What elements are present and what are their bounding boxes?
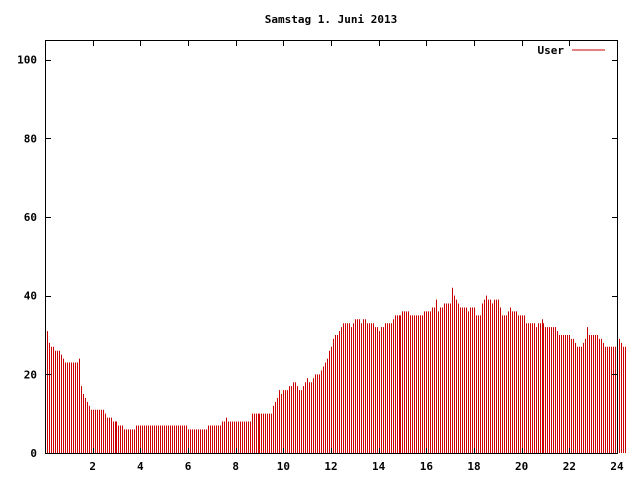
x-tick-label: 18 xyxy=(467,460,480,473)
legend-label-user: User xyxy=(538,44,565,57)
x-tick-label: 10 xyxy=(277,460,290,473)
x-tick-label: 24 xyxy=(610,460,624,473)
y-tick-label: 100 xyxy=(17,54,37,67)
y-tick-label: 40 xyxy=(24,290,37,303)
bars-layer xyxy=(45,287,626,453)
legend: User xyxy=(538,44,605,57)
x-tick-label: 16 xyxy=(420,460,434,473)
y-tick-label: 0 xyxy=(30,447,37,460)
x-tick-label: 6 xyxy=(185,460,192,473)
chart-title: Samstag 1. Juni 2013 xyxy=(265,13,397,26)
x-tick-label: 8 xyxy=(232,460,239,473)
y-tick-label: 60 xyxy=(24,211,37,224)
x-tick-label: 20 xyxy=(515,460,528,473)
y-tick-label: 20 xyxy=(24,368,37,381)
y-tick-label: 80 xyxy=(24,132,37,145)
x-tick-label: 14 xyxy=(372,460,386,473)
x-tick-label: 12 xyxy=(324,460,337,473)
x-tick-label: 4 xyxy=(137,460,144,473)
x-tick-label: 2 xyxy=(89,460,96,473)
x-tick-label: 22 xyxy=(563,460,576,473)
